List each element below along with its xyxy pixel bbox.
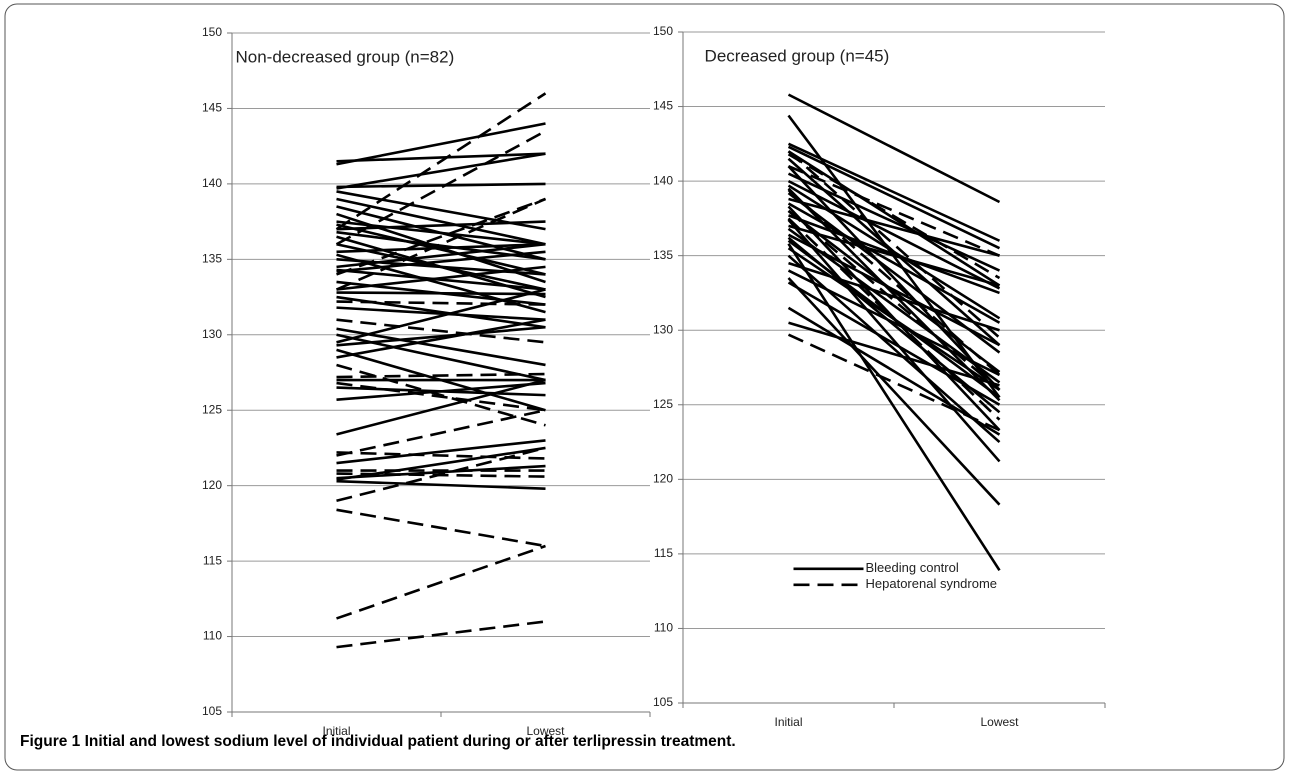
patient-line	[788, 321, 1000, 387]
patient-line	[787, 145, 1001, 250]
patient-line	[788, 214, 1000, 295]
patient-line	[787, 277, 1001, 506]
patient-line	[787, 269, 1001, 377]
patient-line	[336, 152, 546, 163]
patient-line	[788, 197, 1000, 257]
patient-line	[336, 250, 546, 273]
patient-line	[787, 93, 1001, 204]
patient-line	[787, 172, 1001, 272]
patient-line	[336, 439, 546, 465]
patient-line	[787, 209, 1001, 391]
y-tick-label: 120	[653, 472, 673, 486]
patient-line	[787, 165, 1001, 391]
patient-line	[787, 243, 1001, 571]
patient-line	[336, 197, 546, 276]
y-tick-label: 150	[653, 24, 673, 38]
patient-line	[336, 242, 546, 254]
y-tick-label: 125	[653, 397, 673, 411]
patient-line	[787, 333, 1001, 432]
patient-line	[335, 129, 547, 246]
y-tick-label: 110	[203, 629, 222, 643]
patient-line	[336, 544, 546, 620]
x-tick-label: Initial	[322, 724, 350, 738]
patient-line	[787, 165, 1001, 257]
patient-line	[336, 464, 546, 480]
patient-line	[336, 300, 546, 306]
legend-label: Bleeding control	[866, 560, 959, 575]
patient-line	[336, 620, 546, 649]
patient-line	[787, 179, 1001, 290]
frame	[4, 3, 1285, 771]
chart-title: Decreased group (n=45)	[705, 46, 890, 65]
patient-line	[336, 306, 546, 321]
patient-line	[787, 202, 1001, 324]
y-tick-label: 115	[203, 553, 222, 567]
caption: Figure 1 Initial and lowest sodium level…	[20, 733, 736, 750]
patient-line	[788, 261, 1000, 332]
patient-line	[336, 372, 546, 379]
y-tick-label: 135	[202, 252, 222, 266]
y-tick-label: 130	[202, 327, 222, 341]
patient-line	[336, 288, 546, 344]
patient-line	[787, 281, 1001, 406]
x-tick-label: Lowest	[980, 715, 1019, 729]
patient-line	[336, 122, 546, 166]
patient-line	[336, 446, 546, 503]
y-tick-label: 110	[654, 621, 673, 635]
patient-line	[336, 197, 546, 246]
patient-line	[336, 408, 546, 457]
patient-line	[335, 92, 547, 231]
patient-line	[336, 182, 546, 189]
y-tick-label: 130	[653, 322, 673, 336]
patient-line	[336, 381, 546, 401]
legend-label: Hepatorenal syndrome	[866, 576, 998, 591]
patient-line	[336, 291, 546, 296]
y-tick-label: 145	[653, 99, 673, 113]
y-tick-label: 120	[202, 478, 222, 492]
patient-line	[335, 197, 547, 291]
patient-line	[787, 150, 1001, 287]
y-tick-label: 135	[653, 248, 673, 262]
patient-line	[336, 223, 546, 276]
patient-line	[787, 219, 1001, 463]
chart-title: Non-decreased group (n=82)	[235, 47, 454, 66]
patient-line	[787, 142, 1001, 242]
patient-line	[336, 363, 546, 427]
patient-line	[336, 325, 546, 347]
patient-line	[336, 152, 546, 190]
patient-line	[336, 381, 546, 412]
y-tick-label: 115	[654, 546, 673, 560]
y-tick-label: 145	[202, 101, 222, 115]
patient-line	[336, 378, 546, 436]
patient-line	[336, 318, 546, 344]
y-tick-label: 150	[202, 25, 222, 39]
y-tick-label: 140	[202, 176, 222, 190]
y-tick-label: 140	[653, 173, 673, 187]
y-tick-label: 125	[202, 402, 222, 416]
patient-line	[787, 209, 1001, 374]
y-tick-label: 105	[202, 704, 222, 718]
patient-line	[336, 265, 546, 291]
patient-line	[336, 479, 546, 490]
patient-line	[336, 508, 546, 548]
patient-line	[787, 153, 1001, 280]
patient-line	[787, 217, 1001, 421]
patient-line	[336, 318, 546, 359]
patient-line	[336, 220, 546, 231]
patient-line	[788, 224, 1000, 287]
x-tick-label: Initial	[774, 715, 802, 729]
x-tick-label: Lowest	[526, 724, 565, 738]
y-tick-label: 105	[653, 695, 673, 709]
